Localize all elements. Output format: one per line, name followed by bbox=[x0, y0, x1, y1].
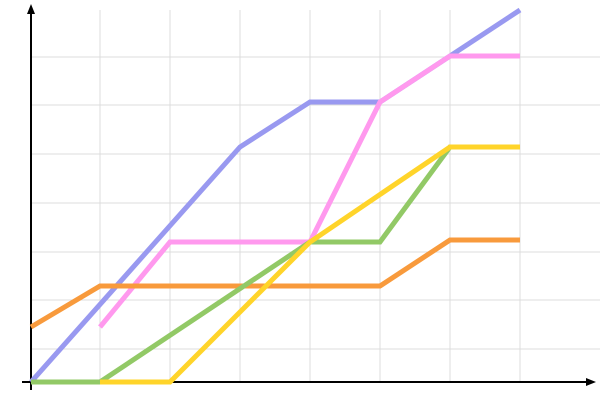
x-axis-arrow-icon bbox=[586, 378, 596, 386]
y-axis-arrow-icon bbox=[27, 4, 35, 14]
series-pink bbox=[98, 53, 520, 329]
horizontal-gridlines bbox=[31, 56, 600, 350]
series-orange bbox=[29, 237, 520, 330]
series-yellow bbox=[100, 144, 520, 385]
series-layer bbox=[29, 7, 522, 385]
